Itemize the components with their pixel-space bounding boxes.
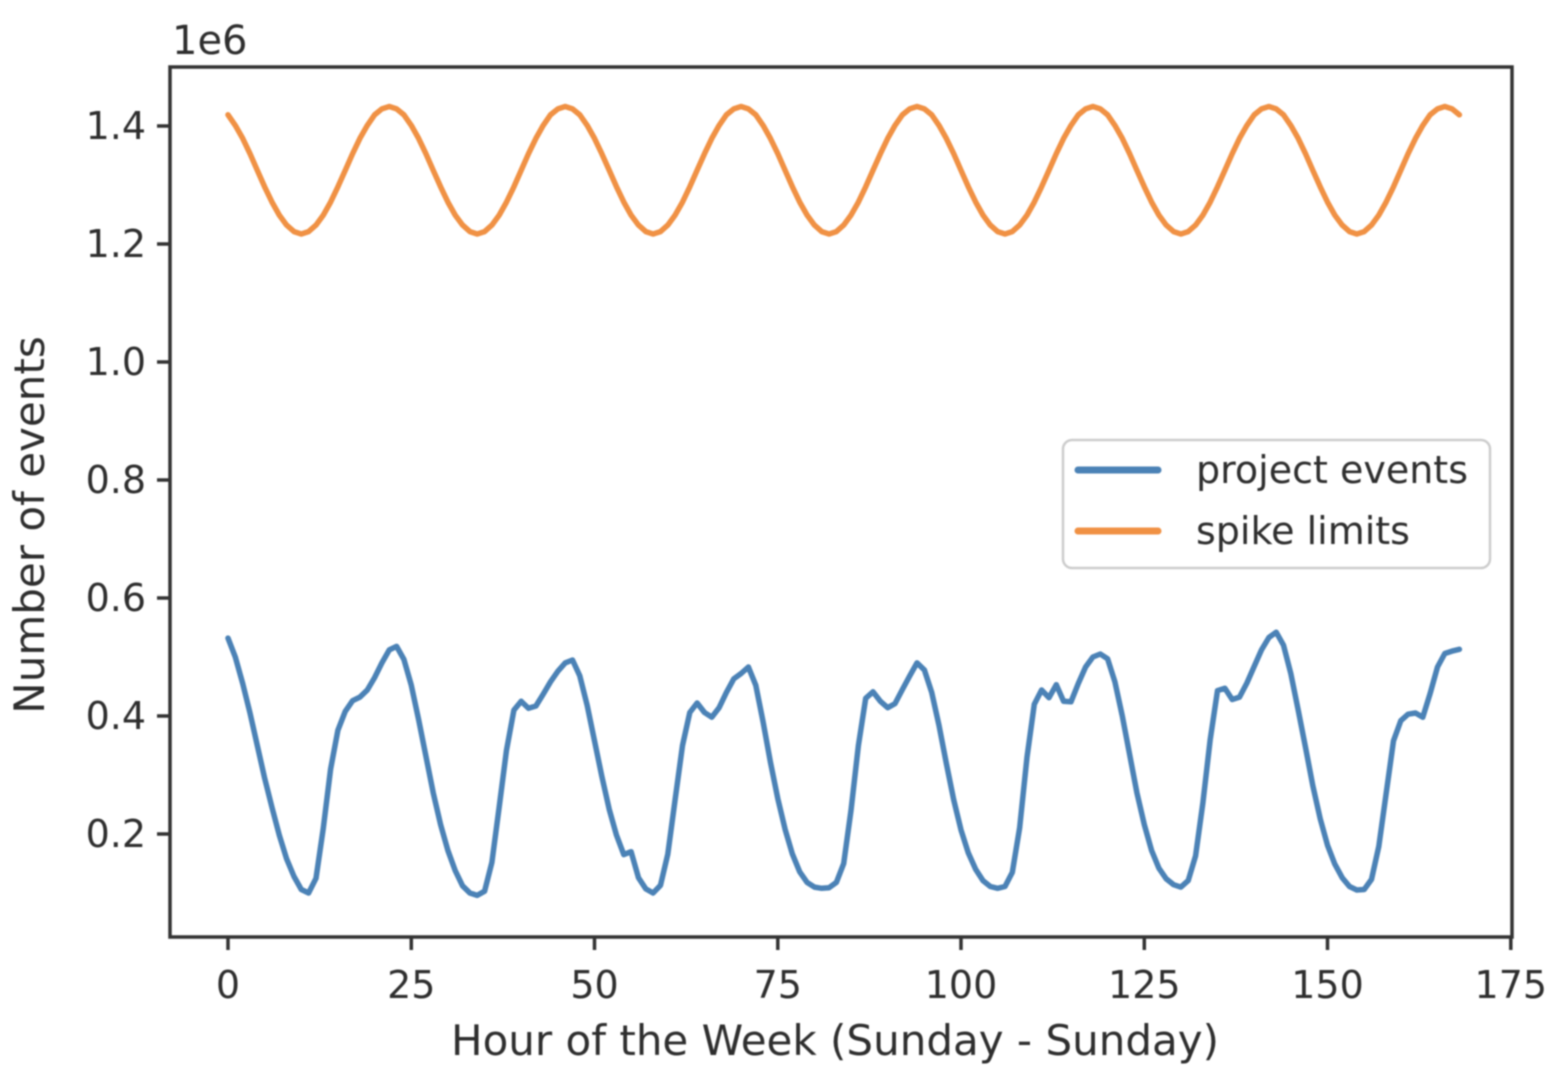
y-tick-label: 0.4 [86,694,146,738]
y-tick-label: 1.0 [86,340,146,384]
x-tick-label: 175 [1475,963,1548,1007]
y-axis-offset-text: 1e6 [172,18,248,64]
y-axis-label: Number of events [5,336,54,713]
x-tick-label: 150 [1291,963,1364,1007]
y-tick-label: 0.2 [86,812,146,856]
y-tick-label: 1.2 [86,222,146,266]
series-line-spike-limits [225,103,1463,237]
y-tick-label: 0.6 [86,576,146,620]
y-tick-label: 1.4 [86,104,146,148]
legend: project events spike limits [1061,438,1492,570]
x-tick-label: 25 [387,963,435,1007]
series-line-project-events [225,629,1463,899]
legend-label-project-events: project events [1196,448,1468,492]
x-axis-label: Hour of the Week (Sunday - Sunday) [451,1016,1219,1065]
x-tick-label: 75 [754,963,802,1007]
x-tick-label: 100 [925,963,998,1007]
x-tick-label: 50 [570,963,618,1007]
x-tick-label: 0 [216,963,240,1007]
legend-box [1061,438,1492,570]
plot-dynamic-content: 0 25 50 75 100 125 150 175 0.2 0.4 0.6 0.8 1.0 1.2 1.4 [86,103,1548,1007]
legend-label-spike-limits: spike limits [1196,509,1410,553]
x-tick-label: 125 [1108,963,1181,1007]
plot-border [168,65,1514,939]
y-tick-label: 0.8 [86,458,146,502]
